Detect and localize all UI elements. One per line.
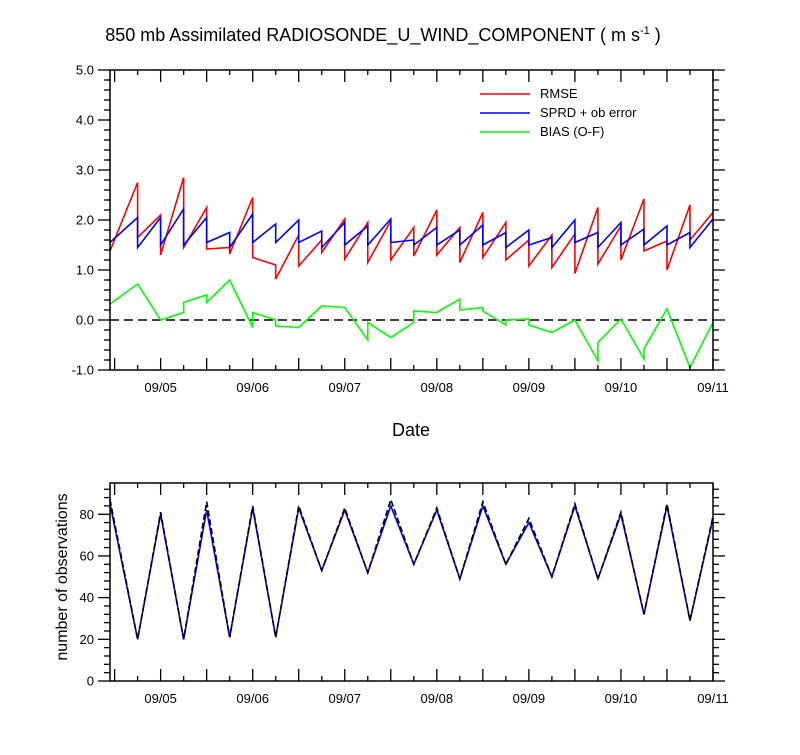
legend-label-sprd: SPRD + ob error bbox=[540, 105, 637, 120]
bottom-y-tick-label: 0 bbox=[87, 674, 94, 689]
top-y-tick-label: 0.0 bbox=[76, 313, 94, 328]
bottom-x-tick-label: 09/08 bbox=[421, 691, 454, 706]
bottom-x-tick-label: 09/07 bbox=[328, 691, 361, 706]
top-x-tick-label: 09/09 bbox=[513, 380, 546, 395]
top-x-tick-label: 09/08 bbox=[421, 380, 454, 395]
bottom-y-axis-label: number of observations bbox=[54, 493, 71, 660]
legend-label-bias: BIAS (O-F) bbox=[540, 124, 604, 139]
bottom-y-tick-label: 80 bbox=[80, 507, 94, 522]
top-x-tick-label: 09/06 bbox=[236, 380, 269, 395]
top-x-tick-label: 09/07 bbox=[328, 380, 361, 395]
top-y-tick-label: 4.0 bbox=[76, 113, 94, 128]
bottom-plot-frame bbox=[109, 482, 714, 682]
top-x-tick-label: 09/10 bbox=[605, 380, 638, 395]
chart-title-end: ) bbox=[650, 25, 661, 45]
bottom-series-observations-dashed-line bbox=[109, 497, 714, 640]
legend-label-rmse: RMSE bbox=[540, 86, 578, 101]
top-series-bias-o-f-line bbox=[109, 278, 714, 370]
top-y-tick-label: 5.0 bbox=[76, 63, 94, 78]
bottom-x-tick-label: 09/10 bbox=[605, 691, 638, 706]
chart-title: 850 mb Assimilated RADIOSONDE_U_WIND_COM… bbox=[105, 25, 661, 46]
top-y-tick-label: 2.0 bbox=[76, 213, 94, 228]
chart-title-main: 850 mb Assimilated RADIOSONDE_U_WIND_COM… bbox=[105, 25, 640, 46]
top-series-sprd-ob-error-line bbox=[109, 206, 714, 251]
bottom-y-tick-label: 60 bbox=[80, 548, 94, 563]
top-panel: 5.0 4.0 3.0 2.0 1.0 0.0 -1.0 09/05 09/06 09/07 09… bbox=[72, 63, 729, 396]
top-x-axis-label: Date bbox=[392, 420, 430, 440]
top-y-tick-label: 3.0 bbox=[76, 163, 94, 178]
top-x-tick-label: 09/05 bbox=[144, 380, 177, 395]
bottom-x-tick-label: 09/09 bbox=[513, 691, 546, 706]
top-y-tick-label: -1.0 bbox=[72, 363, 94, 378]
bottom-panel: 80 60 40 20 0 09/05 09/06 09/07 09/08 09/09 09/10… bbox=[80, 482, 729, 706]
bottom-x-tick-label: 09/06 bbox=[236, 691, 269, 706]
bottom-y-tick-label: 40 bbox=[80, 590, 94, 605]
top-y-tick-label: 1.0 bbox=[76, 263, 94, 278]
bottom-x-tick-label: 09/05 bbox=[144, 691, 177, 706]
chart-title-superscript: -1 bbox=[640, 25, 650, 37]
bottom-y-tick-label: 20 bbox=[80, 632, 94, 647]
top-x-tick-label: 09/11 bbox=[697, 380, 729, 395]
bottom-x-tick-label: 09/11 bbox=[697, 691, 729, 706]
legend: RMSE SPRD + ob error BIAS (O-F) bbox=[480, 86, 637, 139]
